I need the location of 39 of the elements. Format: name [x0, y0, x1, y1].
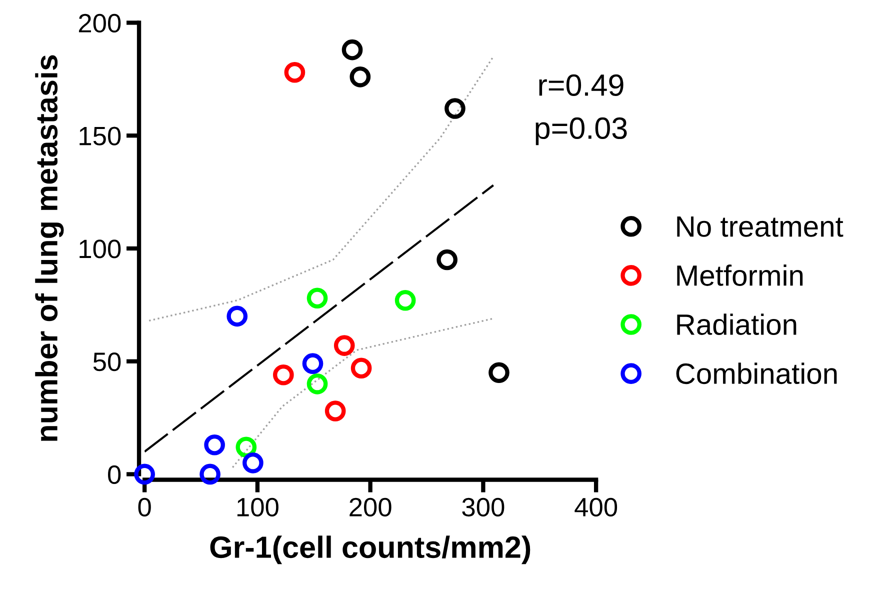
x-tick-label: 200: [350, 498, 392, 517]
point: [342, 39, 363, 60]
point: [488, 362, 510, 384]
x-axis-title: Gr-1(cell counts/mm2): [210, 536, 530, 564]
x-tick-label: 300: [462, 498, 504, 517]
point: [272, 364, 294, 386]
y-tick-label: 50: [93, 352, 121, 372]
x-tick-label: 0: [138, 498, 151, 517]
point: [226, 306, 248, 327]
line-series: [232, 318, 494, 468]
point: [436, 249, 458, 270]
annotation: p=0.03: [536, 117, 627, 146]
point: [334, 335, 355, 356]
x-tick-label: 400: [574, 498, 618, 517]
legend-label: No treatment: [677, 216, 844, 237]
point: [302, 353, 324, 374]
point: [350, 66, 371, 88]
point: [200, 464, 220, 485]
annotation: r=0.49: [539, 74, 624, 96]
y-tick-label: 200: [78, 14, 121, 33]
y-axis-title: number of lung metastasis: [35, 55, 64, 441]
x-tick-label: 100: [237, 498, 278, 517]
legend-label: Radiation: [677, 314, 796, 336]
legend-label: Combination: [676, 362, 837, 384]
point: [444, 98, 466, 119]
y-tick-label: 0: [108, 465, 121, 484]
point: [134, 464, 155, 485]
point: [394, 290, 416, 311]
legend-label: Metformin: [677, 264, 803, 286]
line-series: [148, 56, 494, 322]
point: [204, 434, 225, 456]
point: [242, 452, 264, 474]
point: [284, 62, 306, 83]
point: [324, 400, 346, 422]
point: [350, 358, 372, 379]
point: [306, 288, 328, 309]
point: [306, 374, 328, 394]
y-tick-label: 150: [80, 126, 121, 146]
y-tick-label: 100: [80, 240, 121, 258]
